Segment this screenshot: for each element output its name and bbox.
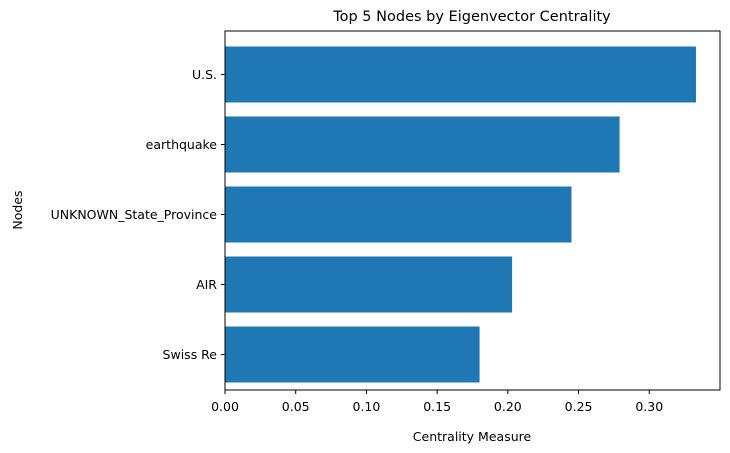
- y-tick-label-1: earthquake: [146, 137, 218, 152]
- y-tick-label-0: U.S.: [192, 67, 217, 82]
- bar-1: [225, 116, 620, 173]
- x-tick-label-2: 0.10: [353, 399, 381, 414]
- y-tick-label-2: UNKNOWN_State_Province: [51, 207, 218, 222]
- x-tick-label-5: 0.25: [565, 399, 593, 414]
- plot-frame: [224, 30, 721, 391]
- bar-3: [225, 256, 513, 313]
- y-tick-label-3: AIR: [196, 277, 217, 292]
- y-axis-label: Nodes: [10, 190, 25, 229]
- bars-group: [225, 46, 696, 383]
- x-tick-label-4: 0.20: [494, 399, 522, 414]
- x-axis-label: Centrality Measure: [413, 429, 532, 444]
- x-tick-label-6: 0.30: [635, 399, 663, 414]
- x-tick-label-3: 0.15: [423, 399, 451, 414]
- y-ticks-group: U.S. earthquake UNKNOWN_State_Province AIR S…: [51, 67, 225, 362]
- bar-2: [225, 186, 572, 243]
- bar-4: [225, 326, 480, 383]
- x-tick-label-1: 0.05: [282, 399, 310, 414]
- x-ticks-group: 0.00 0.05 0.10 0.15 0.20 0.25 0.30: [211, 390, 663, 414]
- y-tick-label-4: Swiss Re: [163, 347, 218, 362]
- bar-0: [225, 46, 696, 103]
- x-tick-label-0: 0.00: [211, 399, 239, 414]
- chart-title: Top 5 Nodes by Eigenvector Centrality: [332, 9, 611, 25]
